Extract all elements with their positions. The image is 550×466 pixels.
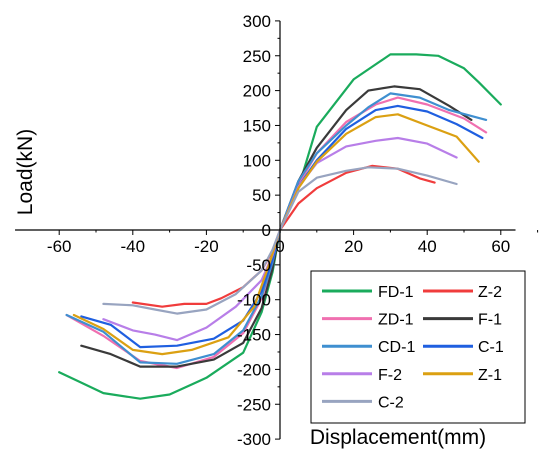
- y-tick-label: 0: [262, 221, 271, 240]
- legend-label-c-1: C-1: [478, 339, 504, 356]
- y-tick-label: -50: [246, 256, 271, 275]
- y-tick-label: 100: [243, 151, 271, 170]
- y-tick-label: 50: [252, 186, 271, 205]
- legend-label-zd-1: ZD-1: [378, 312, 414, 329]
- y-tick-label: -300: [237, 430, 271, 449]
- x-tick-label: 0: [275, 237, 284, 256]
- y-tick-label: -100: [237, 291, 271, 310]
- x-tick-label: 40: [418, 237, 437, 256]
- y-tick-label: -250: [237, 395, 271, 414]
- legend-label-c-2: C-2: [378, 394, 404, 411]
- y-tick-label: 150: [243, 116, 271, 135]
- x-axis-title: Displacement(mm): [310, 426, 486, 449]
- legend-label-f-2: F-2: [378, 367, 402, 384]
- series-line-c-2: [102, 166, 458, 315]
- x-tick-label: 20: [344, 237, 363, 256]
- x-tick-label: -20: [194, 237, 219, 256]
- legend: FD-1 Z-2 ZD-1 F-1 CD-1 C-1 F-2 Z-1 C-2: [310, 270, 526, 424]
- x-tick-label: 60: [491, 237, 510, 256]
- axes-group: -300-250-200-150-100-5005010015020025030…: [15, 12, 539, 449]
- y-tick-label: -150: [237, 326, 271, 345]
- y-tick-label: 200: [243, 82, 271, 101]
- legend-label-fd-1: FD-1: [378, 284, 414, 301]
- legend-box: [310, 270, 526, 424]
- y-axis-title: Load(kN): [14, 129, 37, 215]
- legend-label-z-1: Z-1: [478, 367, 502, 384]
- legend-label-f-1: F-1: [478, 312, 502, 329]
- legend-label-z-2: Z-2: [478, 284, 502, 301]
- y-tick-label: 250: [243, 47, 271, 66]
- y-tick-label: -200: [237, 360, 271, 379]
- y-tick-label: 300: [243, 12, 271, 31]
- x-tick-label: -40: [121, 237, 146, 256]
- legend-label-cd-1: CD-1: [378, 339, 415, 356]
- x-tick-label: -60: [47, 237, 72, 256]
